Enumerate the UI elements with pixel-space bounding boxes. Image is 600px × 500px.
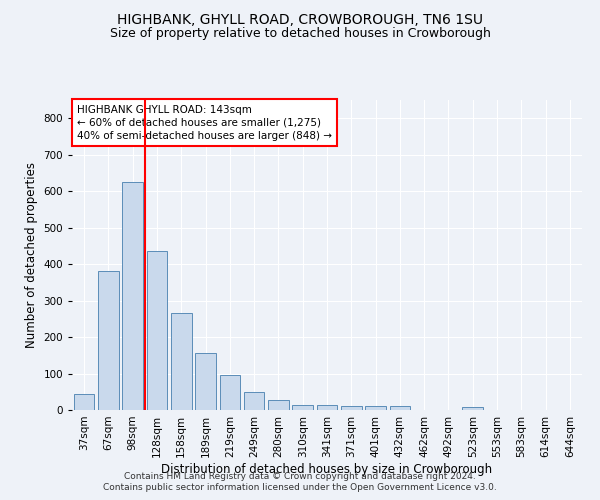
- Bar: [463, 407, 483, 410]
- Text: HIGHBANK, GHYLL ROAD, CROWBOROUGH, TN6 1SU: HIGHBANK, GHYLL ROAD, CROWBOROUGH, TN6 1…: [117, 12, 483, 26]
- Bar: [122, 182, 143, 410]
- Text: Contains public sector information licensed under the Open Government Licence v3: Contains public sector information licen…: [103, 484, 497, 492]
- Bar: [292, 404, 313, 410]
- Text: HIGHBANK GHYLL ROAD: 143sqm
← 60% of detached houses are smaller (1,275)
40% of : HIGHBANK GHYLL ROAD: 143sqm ← 60% of det…: [77, 104, 332, 141]
- Bar: [220, 376, 240, 410]
- Bar: [244, 392, 265, 410]
- Bar: [389, 406, 410, 410]
- X-axis label: Distribution of detached houses by size in Crowborough: Distribution of detached houses by size …: [161, 462, 493, 475]
- Bar: [195, 354, 216, 410]
- Bar: [74, 394, 94, 410]
- Text: Contains HM Land Registry data © Crown copyright and database right 2024.: Contains HM Land Registry data © Crown c…: [124, 472, 476, 481]
- Y-axis label: Number of detached properties: Number of detached properties: [25, 162, 38, 348]
- Bar: [98, 272, 119, 410]
- Bar: [341, 406, 362, 410]
- Text: Size of property relative to detached houses in Crowborough: Size of property relative to detached ho…: [110, 28, 490, 40]
- Bar: [317, 404, 337, 410]
- Bar: [365, 406, 386, 410]
- Bar: [268, 400, 289, 410]
- Bar: [171, 314, 191, 410]
- Bar: [146, 250, 167, 410]
